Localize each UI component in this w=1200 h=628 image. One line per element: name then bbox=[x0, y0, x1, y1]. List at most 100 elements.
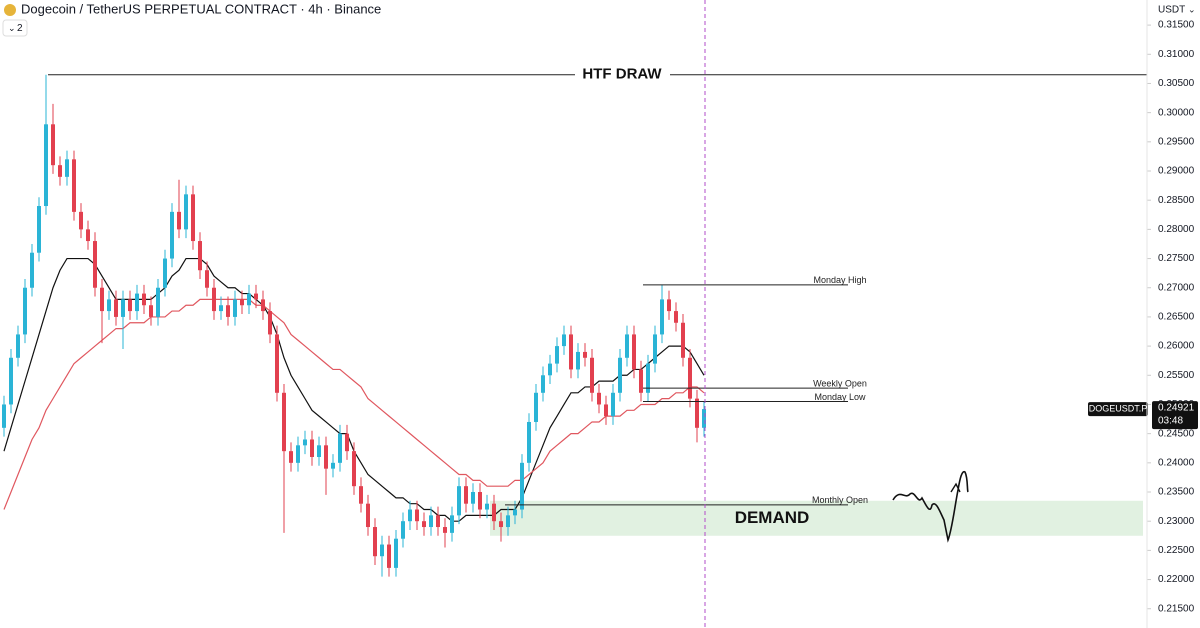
y-tick-label: 0.26000 bbox=[1158, 341, 1195, 352]
badge-count: 2 bbox=[17, 23, 23, 34]
candle-body bbox=[2, 404, 6, 428]
candle-body bbox=[506, 515, 510, 528]
candle-body bbox=[590, 357, 594, 393]
zone-label: DEMAND bbox=[735, 508, 810, 527]
y-tick-label: 0.23500 bbox=[1158, 487, 1195, 498]
candle-body bbox=[177, 211, 181, 230]
y-tick-label: 0.22000 bbox=[1158, 574, 1195, 585]
candle-body bbox=[51, 124, 55, 166]
y-tick-label: 0.30500 bbox=[1158, 78, 1195, 89]
demand-zone bbox=[490, 500, 1143, 536]
y-tick-label: 0.28500 bbox=[1158, 195, 1195, 206]
candle-body bbox=[240, 299, 244, 306]
coin-icon bbox=[4, 4, 16, 16]
candle-body bbox=[478, 492, 482, 510]
candle-body bbox=[387, 544, 391, 568]
candle-body bbox=[303, 439, 307, 446]
level-label: Weekly Open bbox=[813, 378, 867, 388]
chart-title: Dogecoin / TetherUS PERPETUAL CONTRACT ·… bbox=[21, 1, 381, 16]
level-label: Monday Low bbox=[814, 392, 866, 402]
candle-body bbox=[436, 515, 440, 528]
badge-caret: ⌄ bbox=[8, 23, 16, 33]
candle-body bbox=[289, 451, 293, 463]
candle-body bbox=[128, 299, 132, 312]
candle-body bbox=[121, 299, 125, 317]
candle-body bbox=[660, 299, 664, 335]
candle-body bbox=[450, 515, 454, 533]
candle-body bbox=[149, 305, 153, 317]
currency-label[interactable]: USDT bbox=[1158, 5, 1185, 16]
candle-body bbox=[317, 445, 321, 457]
candle-body bbox=[618, 357, 622, 393]
currency-caret: ⌄ bbox=[1188, 4, 1196, 14]
candle-body bbox=[233, 299, 237, 317]
candle-body bbox=[93, 241, 97, 288]
candle-body bbox=[44, 124, 48, 207]
level-label: HTF DRAW bbox=[582, 66, 662, 83]
candle-body bbox=[471, 492, 475, 504]
price-label: 0.24921 bbox=[1158, 403, 1195, 414]
candle-body bbox=[667, 299, 671, 312]
candle-body bbox=[58, 165, 62, 177]
candle-body bbox=[569, 334, 573, 370]
candle-body bbox=[107, 299, 111, 312]
candle-body bbox=[611, 392, 615, 417]
candle-body bbox=[184, 194, 188, 230]
candle-body bbox=[37, 206, 41, 253]
candle-body bbox=[79, 211, 83, 230]
candle-body bbox=[681, 322, 685, 358]
candle-body bbox=[331, 462, 335, 469]
candle-body bbox=[688, 357, 692, 399]
candle-body bbox=[366, 503, 370, 528]
candle-body bbox=[23, 287, 27, 335]
countdown-label: 03:48 bbox=[1158, 416, 1183, 427]
y-tick-label: 0.25500 bbox=[1158, 370, 1195, 381]
candle-body bbox=[219, 305, 223, 312]
candle-body bbox=[485, 503, 489, 510]
y-tick-label: 0.22500 bbox=[1158, 545, 1195, 556]
candle-body bbox=[72, 159, 76, 212]
moving-average bbox=[3, 298, 705, 510]
candle-body bbox=[352, 451, 356, 487]
indicator-badge[interactable] bbox=[2, 19, 28, 37]
candle-body bbox=[275, 334, 279, 393]
candle-body bbox=[359, 486, 363, 504]
candle-body bbox=[702, 409, 706, 428]
candle-body bbox=[499, 521, 503, 528]
candle-body bbox=[457, 486, 461, 516]
candle-body bbox=[604, 404, 608, 417]
y-tick-label: 0.28000 bbox=[1158, 224, 1195, 235]
candle-body bbox=[324, 445, 328, 469]
level-label: Monday High bbox=[813, 275, 866, 285]
y-tick-label: 0.31500 bbox=[1158, 20, 1195, 31]
y-tick-label: 0.30000 bbox=[1158, 107, 1195, 118]
candle-body bbox=[583, 351, 587, 358]
candle-body bbox=[429, 515, 433, 528]
candle-body bbox=[597, 392, 601, 405]
symbol-label: DOGEUSDT.P bbox=[1089, 403, 1148, 413]
candle-body bbox=[268, 311, 272, 335]
y-tick-label: 0.24500 bbox=[1158, 428, 1195, 439]
y-tick-label: 0.29500 bbox=[1158, 136, 1195, 147]
candle-body bbox=[541, 375, 545, 393]
candle-body bbox=[30, 252, 34, 288]
candle-body bbox=[156, 287, 160, 317]
candle-body bbox=[345, 433, 349, 452]
hand-drawn-path bbox=[892, 470, 969, 543]
candle-body bbox=[492, 503, 496, 522]
y-tick-label: 0.24000 bbox=[1158, 457, 1195, 468]
candle-body bbox=[464, 486, 468, 504]
candle-body bbox=[513, 509, 517, 516]
candle-body bbox=[401, 521, 405, 539]
candle-body bbox=[639, 369, 643, 393]
candle-body bbox=[576, 351, 580, 370]
candle-body bbox=[254, 293, 258, 300]
candle-body bbox=[114, 299, 118, 317]
candle-body bbox=[212, 287, 216, 312]
candle-body bbox=[296, 445, 300, 463]
candle-body bbox=[695, 398, 699, 428]
candle-body bbox=[9, 357, 13, 405]
candle-body bbox=[422, 521, 426, 528]
symbol-tag bbox=[1088, 402, 1148, 417]
